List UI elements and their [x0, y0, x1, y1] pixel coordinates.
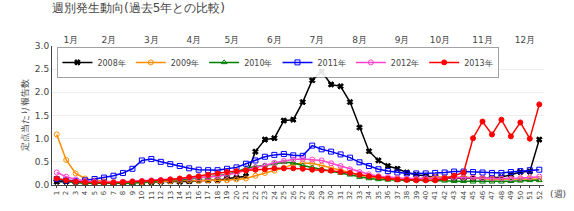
svg-text:3.0: 3.0	[35, 41, 50, 51]
svg-text:40: 40	[422, 191, 430, 200]
svg-text:1月: 1月	[64, 35, 79, 45]
svg-text:11: 11	[148, 191, 156, 200]
svg-text:49: 49	[507, 191, 515, 200]
svg-text:48: 48	[498, 191, 506, 200]
svg-text:0.0: 0.0	[35, 180, 50, 190]
svg-text:2月: 2月	[101, 35, 116, 45]
svg-text:10月: 10月	[430, 35, 450, 45]
svg-text:45: 45	[469, 191, 477, 200]
svg-text:26: 26	[290, 190, 298, 199]
svg-text:38: 38	[403, 191, 411, 200]
svg-text:13: 13	[167, 191, 175, 200]
svg-text:1.5: 1.5	[35, 111, 49, 121]
svg-text:46: 46	[479, 190, 487, 199]
svg-text:42: 42	[441, 191, 449, 200]
svg-text:14: 14	[176, 190, 184, 199]
svg-text:28: 28	[308, 191, 316, 200]
svg-text:25: 25	[280, 191, 288, 200]
svg-text:2.0: 2.0	[35, 87, 50, 97]
svg-text:2012年: 2012年	[391, 59, 419, 68]
svg-text:2013年: 2013年	[464, 59, 492, 68]
svg-text:51: 51	[526, 191, 534, 200]
svg-text:4: 4	[81, 190, 89, 195]
svg-text:29: 29	[318, 191, 326, 200]
svg-text:24: 24	[271, 190, 279, 199]
svg-text:週別発生動向(過去5年との比較): 週別発生動向(過去5年との比較)	[52, 1, 225, 15]
svg-text:22: 22	[252, 191, 260, 200]
svg-text:2011年: 2011年	[317, 59, 345, 68]
svg-text:7月: 7月	[310, 35, 325, 45]
svg-text:15: 15	[185, 191, 193, 200]
svg-text:10: 10	[138, 191, 146, 200]
svg-text:1.0: 1.0	[35, 134, 50, 144]
svg-text:12月: 12月	[515, 35, 535, 45]
svg-text:34: 34	[365, 190, 373, 199]
svg-text:2008年: 2008年	[97, 59, 125, 68]
svg-text:50: 50	[517, 191, 525, 200]
svg-text:7: 7	[110, 191, 118, 195]
svg-text:35: 35	[375, 191, 383, 200]
svg-text:39: 39	[413, 191, 421, 200]
svg-text:27: 27	[299, 191, 307, 200]
svg-text:0.5: 0.5	[35, 157, 49, 167]
svg-text:2.5: 2.5	[35, 64, 49, 74]
svg-text:1: 1	[53, 191, 61, 195]
svg-text:12: 12	[157, 191, 165, 200]
svg-text:31: 31	[337, 191, 345, 200]
svg-text:9月: 9月	[395, 35, 410, 45]
svg-text:43: 43	[450, 191, 458, 200]
svg-text:52: 52	[536, 191, 544, 200]
svg-text:2010年: 2010年	[244, 59, 272, 68]
svg-text:6: 6	[100, 190, 108, 195]
svg-text:11月: 11月	[472, 35, 492, 45]
svg-text:20: 20	[233, 191, 241, 200]
svg-text:8: 8	[119, 191, 127, 195]
svg-text:18: 18	[214, 191, 222, 200]
svg-text:(週): (週)	[550, 189, 566, 199]
svg-text:36: 36	[384, 190, 392, 199]
svg-text:17: 17	[204, 191, 212, 200]
svg-text:30: 30	[327, 191, 335, 200]
svg-text:2009年: 2009年	[171, 59, 199, 68]
svg-text:8月: 8月	[352, 35, 367, 45]
svg-text:37: 37	[394, 191, 402, 200]
svg-text:6月: 6月	[267, 35, 282, 45]
svg-text:19: 19	[223, 191, 231, 200]
svg-text:5月: 5月	[224, 35, 239, 45]
svg-text:2: 2	[62, 191, 70, 195]
svg-text:21: 21	[242, 191, 250, 200]
svg-text:44: 44	[460, 190, 468, 199]
svg-text:9: 9	[129, 191, 137, 195]
svg-text:3: 3	[72, 191, 80, 195]
svg-text:定点当たり報告数: 定点当たり報告数	[20, 80, 30, 152]
svg-text:4月: 4月	[187, 35, 202, 45]
svg-text:23: 23	[261, 191, 269, 200]
svg-text:16: 16	[195, 190, 203, 199]
svg-text:32: 32	[346, 191, 354, 200]
svg-text:33: 33	[356, 191, 364, 200]
svg-text:41: 41	[431, 191, 439, 200]
svg-text:3月: 3月	[144, 35, 159, 45]
svg-text:5: 5	[91, 191, 99, 195]
svg-text:47: 47	[488, 191, 496, 200]
